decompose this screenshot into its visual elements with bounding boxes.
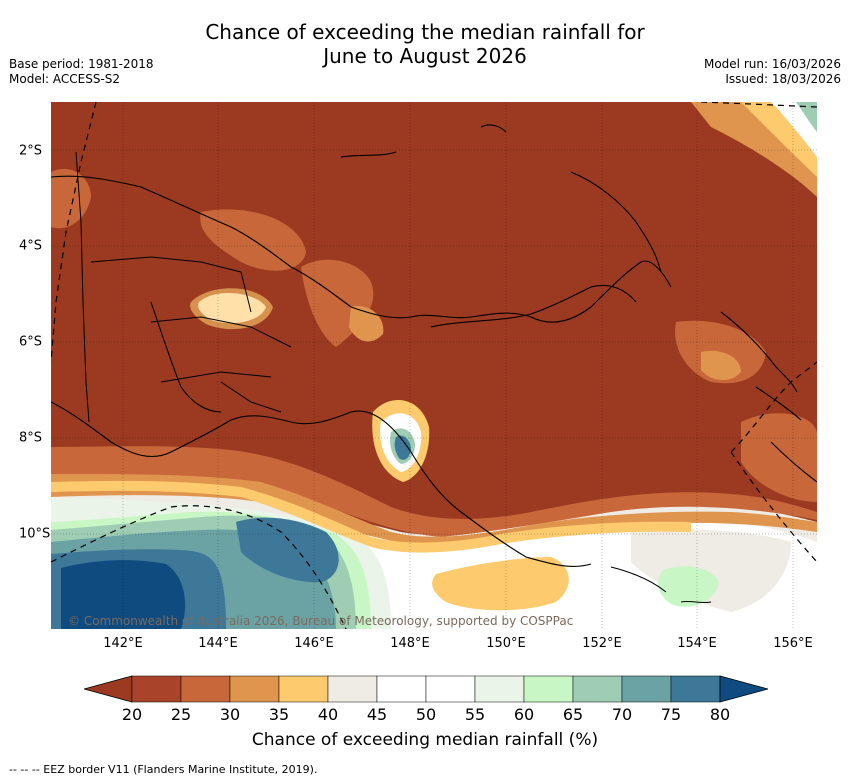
colorbar-segment <box>327 675 378 703</box>
colorbar-segment <box>229 675 280 703</box>
x-tick-152e: 152°E <box>582 636 622 651</box>
grid-lines <box>51 102 817 629</box>
title-line-1: Chance of exceeding the median rainfall … <box>205 20 645 44</box>
new-guinea-north-coast <box>51 175 672 323</box>
title-line-2: June to August 2026 <box>323 44 527 68</box>
colorbar <box>84 675 768 703</box>
x-tick-146e: 146°E <box>294 636 334 651</box>
y-tick-2s: 2°S <box>19 143 43 159</box>
colorbar-title: Chance of exceeding median rainfall (%) <box>251 730 599 750</box>
yellow-south-patch <box>432 557 569 611</box>
east-orange-patch <box>701 350 741 381</box>
new-guinea-south-coast <box>51 401 592 567</box>
metadata-right: Model run: 16/03/2026 Issued: 18/03/2026 <box>704 57 841 87</box>
eez-north-east <box>700 102 817 108</box>
colorbar-segment <box>180 675 231 703</box>
indonesia-png-border <box>75 151 90 423</box>
new-ireland <box>570 171 662 273</box>
eez-footnote: -- -- -- EEZ border V11 (Flanders Marine… <box>9 763 318 776</box>
colorbar-segment <box>376 675 427 703</box>
gulf-blue-core <box>394 435 411 460</box>
eez-west <box>51 102 97 363</box>
colorbar-tick-label: 55 <box>464 705 486 724</box>
colorbar-tick-label: 35 <box>268 705 290 724</box>
colorbar-tick-label: 25 <box>170 705 192 724</box>
colorbar-segment <box>670 675 721 703</box>
yellow-coastal-band <box>51 480 691 553</box>
x-tick-142e: 142°E <box>103 636 143 651</box>
louisiade <box>610 566 712 604</box>
metadata-left: Base period: 1981-2018 Model: ACCESS-S2 <box>9 57 154 87</box>
colorbar-segment <box>425 675 476 703</box>
new-britain <box>430 284 637 328</box>
copyright-text: © Commonwealth of Australia 2026, Bureau… <box>68 614 574 628</box>
offwhite-south-patch <box>631 529 791 612</box>
issued-date: Issued: 18/03/2026 <box>725 72 841 86</box>
eez-south-east <box>730 361 817 453</box>
colorbar-segment <box>131 675 182 703</box>
colorbar-segment <box>572 675 623 703</box>
x-tick-148e: 148°E <box>390 636 430 651</box>
colorbar-tick-label: 75 <box>660 705 682 724</box>
x-tick-156e: 156°E <box>773 636 813 651</box>
rainfall-map <box>51 102 817 629</box>
coastline-outlines <box>51 124 817 604</box>
east-brown-patch-2 <box>741 413 817 502</box>
model-run: Model run: 16/03/2026 <box>703 57 841 71</box>
y-tick-6s: 6°S <box>19 334 43 350</box>
northeast-green-corner <box>796 102 817 132</box>
colorbar-tick-label: 70 <box>611 705 633 724</box>
colorbar-tick-label: 40 <box>317 705 339 724</box>
colorbar-segments <box>84 675 768 703</box>
fly-river <box>150 301 222 413</box>
base-period: Base period: 1981-2018 <box>9 57 154 71</box>
eez-borders <box>51 102 817 629</box>
colorbar-under-arrow <box>84 675 133 703</box>
border-lines <box>75 151 292 423</box>
colorbar-tick-label: 65 <box>562 705 584 724</box>
colorbar-segment <box>621 675 672 703</box>
colorbar-tick-label: 80 <box>709 705 731 724</box>
colorbar-tick-label: 45 <box>366 705 388 724</box>
y-tick-8s: 8°S <box>19 430 43 446</box>
colorbar-tick-label: 30 <box>219 705 241 724</box>
west-brown-patch <box>51 168 91 229</box>
y-tick-4s: 4°S <box>19 238 43 254</box>
brown-coastal-band <box>51 446 817 537</box>
colorbar-tick-label: 50 <box>415 705 437 724</box>
colorbar-tick-label: 60 <box>513 705 535 724</box>
bougainville <box>720 311 798 393</box>
colorbar-segment <box>474 675 525 703</box>
solomons-east <box>755 386 817 483</box>
colorbar-segment <box>278 675 329 703</box>
admiralty-islands <box>340 124 507 158</box>
colorbar-segment <box>523 675 574 703</box>
x-tick-154e: 154°E <box>677 636 717 651</box>
model-name: Model: ACCESS-S2 <box>9 72 121 86</box>
green-patch-east <box>658 566 719 607</box>
x-tick-144e: 144°E <box>198 636 238 651</box>
y-tick-10s: 10°S <box>19 526 51 542</box>
colorbar-over-arrow <box>719 675 768 703</box>
colorbar-tick-label: 20 <box>121 705 143 724</box>
map-title: Chance of exceeding the median rainfall … <box>0 20 850 68</box>
x-tick-150e: 150°E <box>486 636 526 651</box>
province-borders <box>90 256 292 413</box>
eez-east <box>730 451 817 563</box>
